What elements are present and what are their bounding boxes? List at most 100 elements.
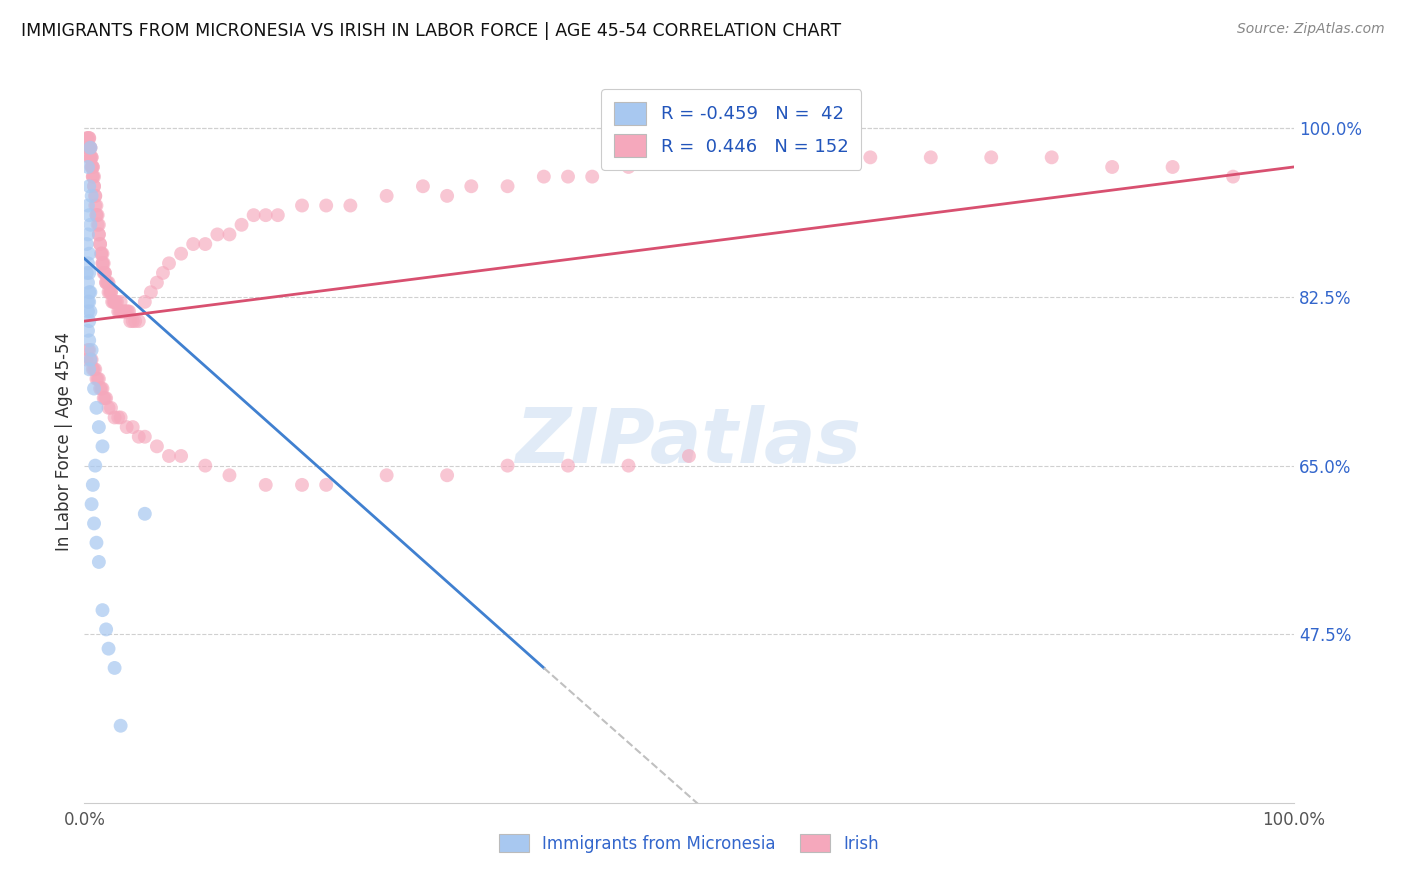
- Point: [111, 304, 134, 318]
- Point: [170, 246, 193, 260]
- Point: [77, 131, 100, 145]
- Point: [412, 179, 434, 194]
- Point: [77, 227, 100, 242]
- Point: [80, 150, 103, 164]
- Point: [170, 449, 193, 463]
- Point: [83, 516, 105, 531]
- Point: [86, 208, 108, 222]
- Point: [218, 227, 240, 242]
- Text: ZIPatlas: ZIPatlas: [516, 405, 862, 478]
- Point: [77, 314, 100, 328]
- Point: [90, 246, 112, 260]
- Point: [84, 362, 107, 376]
- Point: [83, 382, 105, 396]
- Point: [242, 208, 264, 222]
- Point: [87, 227, 110, 242]
- Point: [77, 294, 100, 309]
- Point: [79, 141, 101, 155]
- Point: [194, 237, 217, 252]
- Point: [79, 141, 101, 155]
- Point: [79, 352, 101, 367]
- Point: [91, 256, 114, 270]
- Point: [315, 198, 337, 212]
- Point: [115, 420, 138, 434]
- Point: [96, 276, 118, 290]
- Point: [581, 169, 603, 184]
- Point: [87, 420, 110, 434]
- Point: [86, 218, 108, 232]
- Point: [77, 179, 100, 194]
- Point: [134, 430, 156, 444]
- Point: [84, 189, 107, 203]
- Point: [104, 294, 127, 309]
- Point: [152, 266, 174, 280]
- Point: [105, 294, 128, 309]
- Point: [79, 352, 101, 367]
- Point: [678, 449, 700, 463]
- Point: [134, 294, 156, 309]
- Point: [100, 401, 122, 415]
- Point: [80, 150, 103, 164]
- Point: [315, 478, 337, 492]
- Point: [77, 362, 100, 376]
- Point: [90, 246, 112, 260]
- Point: [79, 141, 101, 155]
- Point: [76, 266, 98, 280]
- Point: [110, 410, 132, 425]
- Point: [84, 458, 107, 473]
- Point: [436, 189, 458, 203]
- Point: [82, 169, 104, 184]
- Point: [496, 179, 519, 194]
- Point: [678, 150, 700, 164]
- Point: [77, 343, 100, 357]
- Point: [77, 343, 100, 357]
- Point: [1040, 150, 1063, 164]
- Point: [94, 276, 117, 290]
- Point: [94, 391, 117, 405]
- Point: [121, 420, 143, 434]
- Point: [86, 198, 108, 212]
- Y-axis label: In Labor Force | Age 45-54: In Labor Force | Age 45-54: [55, 332, 73, 551]
- Point: [654, 150, 676, 164]
- Point: [83, 169, 105, 184]
- Point: [77, 160, 100, 174]
- Point: [86, 535, 108, 549]
- Point: [79, 304, 101, 318]
- Point: [207, 227, 229, 242]
- Point: [86, 372, 108, 386]
- Point: [97, 276, 120, 290]
- Point: [77, 150, 100, 164]
- Point: [100, 285, 122, 300]
- Point: [94, 623, 117, 637]
- Point: [120, 314, 142, 328]
- Legend: Immigrants from Micronesia, Irish: Immigrants from Micronesia, Irish: [492, 828, 886, 860]
- Point: [86, 401, 108, 415]
- Point: [77, 208, 100, 222]
- Point: [77, 131, 100, 145]
- Point: [80, 343, 103, 357]
- Point: [799, 150, 821, 164]
- Text: Source: ZipAtlas.com: Source: ZipAtlas.com: [1237, 22, 1385, 37]
- Point: [82, 160, 104, 174]
- Point: [87, 227, 110, 242]
- Point: [146, 276, 169, 290]
- Point: [93, 266, 115, 280]
- Point: [93, 391, 115, 405]
- Point: [87, 218, 110, 232]
- Point: [82, 478, 104, 492]
- Point: [77, 285, 100, 300]
- Point: [83, 179, 105, 194]
- Point: [267, 208, 290, 222]
- Point: [82, 160, 104, 174]
- Point: [91, 439, 114, 453]
- Point: [77, 141, 100, 155]
- Point: [110, 719, 132, 733]
- Point: [738, 150, 761, 164]
- Point: [77, 141, 100, 155]
- Point: [128, 314, 150, 328]
- Point: [77, 324, 100, 338]
- Point: [77, 276, 100, 290]
- Point: [97, 641, 120, 656]
- Point: [107, 410, 129, 425]
- Point: [76, 141, 98, 155]
